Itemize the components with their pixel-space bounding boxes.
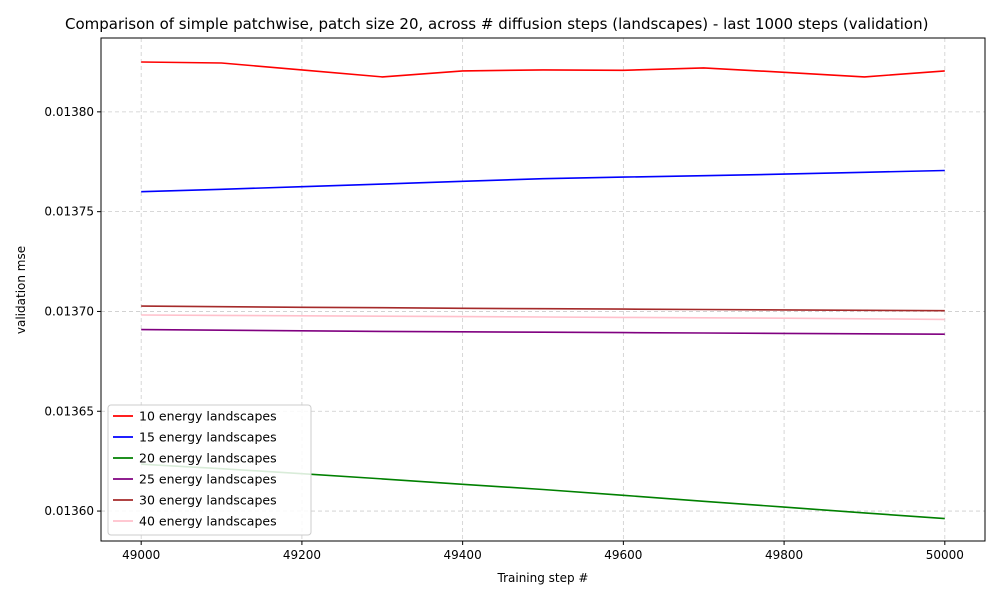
x-tick-label: 50000 <box>926 548 964 562</box>
y-axis-ticks: 0.01360 0.01365 0.01370 0.01375 0.01380 <box>44 105 101 518</box>
series-line-5 <box>141 305 945 312</box>
legend-label: 30 energy landscapes <box>139 493 277 508</box>
y-tick-label: 0.01375 <box>44 205 94 219</box>
series-line-2 <box>141 169 945 193</box>
y-tick-label: 0.01380 <box>44 105 94 119</box>
legend-label: 10 energy landscapes <box>139 409 277 424</box>
x-axis-label: Training step # <box>497 571 589 585</box>
x-axis-ticks: 49000 49200 49400 49600 49800 50000 <box>122 541 964 562</box>
legend-label: 15 energy landscapes <box>139 430 277 445</box>
legend-label: 25 energy landscapes <box>139 472 277 487</box>
legend-label: 40 energy landscapes <box>139 514 277 529</box>
x-tick-label: 49200 <box>283 548 321 562</box>
series-line-4 <box>141 328 945 336</box>
legend-item: 30 energy landscapes <box>113 493 277 508</box>
x-tick-label: 49000 <box>122 548 160 562</box>
legend-item: 25 energy landscapes <box>113 472 277 487</box>
x-tick-label: 49800 <box>765 548 803 562</box>
x-tick-label: 49400 <box>444 548 482 562</box>
legend-box <box>107 404 312 536</box>
legend-item: 40 energy landscapes <box>113 514 277 529</box>
legend-item: 15 energy landscapes <box>113 430 277 445</box>
legend-item: 20 energy landscapes <box>113 451 277 466</box>
y-tick-label: 0.01360 <box>44 504 94 518</box>
chart-title: Comparison of simple patchwise, patch si… <box>65 15 928 33</box>
y-tick-label: 0.01370 <box>44 304 94 318</box>
legend: 10 energy landscapes 15 energy landscapes… <box>107 404 312 536</box>
series-line-1 <box>141 61 945 78</box>
y-tick-label: 0.01365 <box>44 404 94 418</box>
x-tick-label: 49600 <box>604 548 642 562</box>
plot-frame <box>100 37 986 542</box>
legend-item: 10 energy landscapes <box>113 409 277 424</box>
y-axis-label: validation mse <box>14 246 28 334</box>
series-line-6 <box>141 314 945 321</box>
legend-label: 20 energy landscapes <box>139 451 277 466</box>
